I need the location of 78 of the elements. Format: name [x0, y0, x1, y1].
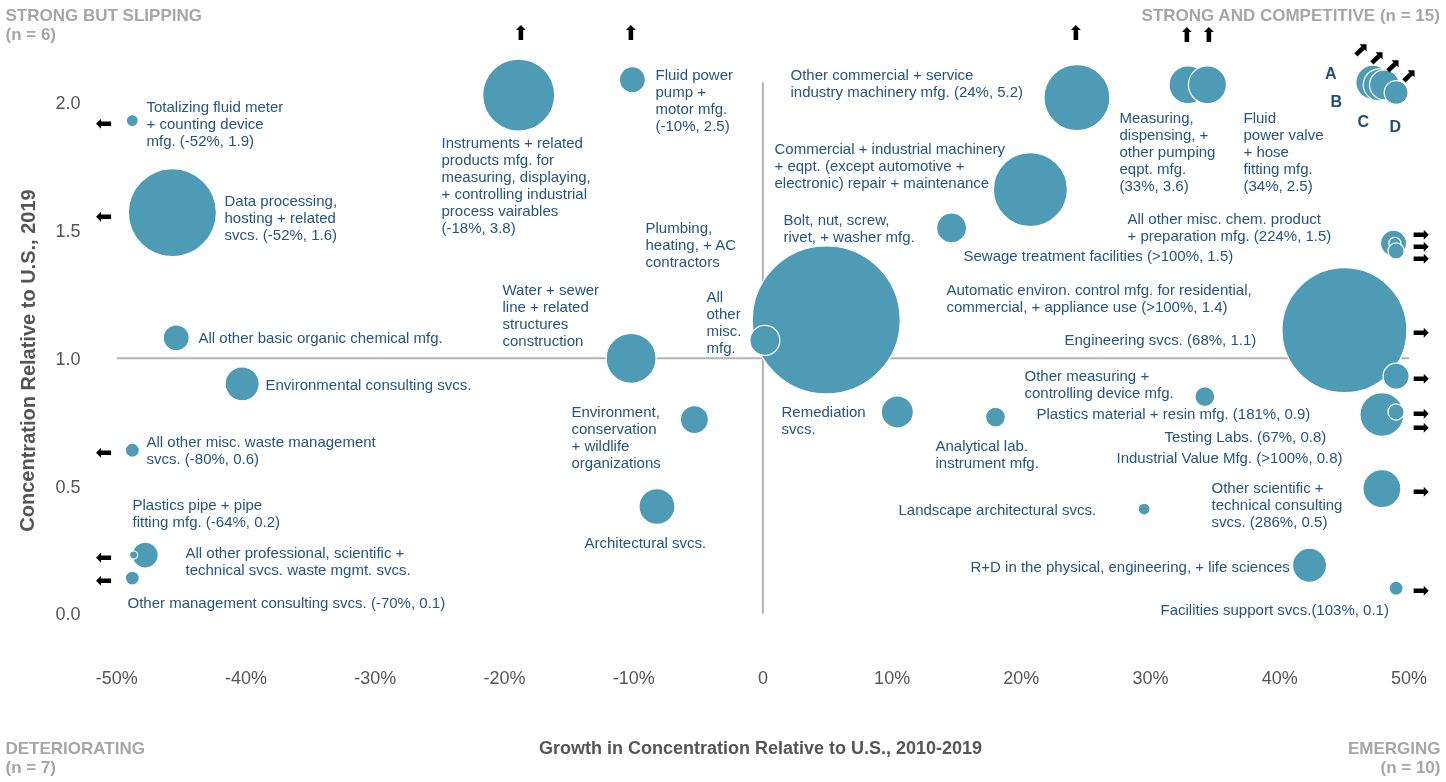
x-tick-label: 0	[757, 668, 768, 688]
annotation: Instruments + related products mfg. for measuring, displaying, + controlling industrial process vairables (-18%, 3.8)	[441, 133, 591, 236]
annotation: ➡	[1412, 365, 1430, 390]
annotation: STRONG BUT SLIPPING (n = 6)	[5, 5, 202, 44]
annotation: Data processing, hosting + related svcs. (-52%, 1.6)	[224, 191, 338, 243]
annotation: A	[1324, 64, 1337, 82]
annotation: EMERGING (n = 10)	[1347, 738, 1441, 777]
annotation: Other scientific + technical consulting svcs. (286%, 0.5)	[1211, 478, 1343, 530]
annotation: B	[1330, 92, 1343, 110]
annotation: All other misc. chem. product + preparation mfg. (224%, 1.5)	[1127, 209, 1332, 244]
annotation: ⬅	[95, 203, 113, 228]
annotation: STRONG AND COMPETITIVE (n = 15)	[1141, 5, 1440, 25]
x-tick-label: 30%	[1132, 667, 1169, 688]
annotation: Engineering svcs. (68%, 1.1)	[1064, 330, 1257, 348]
annotation: ⬈	[1352, 36, 1370, 61]
annotation: Plastics material + resin mfg. (181%, 0.9)	[1036, 404, 1311, 422]
annotation: ⬈	[1368, 44, 1386, 69]
annotation: Environment, conservation + wildlife organizations	[571, 402, 661, 471]
y-axis-title: Concentration Relative to U.S., 2019	[16, 189, 39, 532]
annotation: Totalizing fluid meter + counting device mfg. (-52%, 1.9)	[146, 97, 284, 149]
x-tick-label: -30%	[354, 667, 397, 688]
x-tick-label: 20%	[1003, 667, 1040, 688]
annotation: Measuring, dispensing, + other pumping eqpt. mfg. (33%, 3.6)	[1119, 108, 1216, 194]
y-tick-label: 0.5	[55, 476, 81, 497]
x-tick-label: 40%	[1261, 667, 1298, 688]
annotation: ➡	[1412, 478, 1430, 503]
annotation: Plastics pipe + pipe fitting mfg. (-64%, 0.2)	[132, 495, 281, 530]
annotation: Other commercial + service industry machinery mfg. (24%, 5.2)	[790, 65, 1024, 100]
annotation: C	[1357, 112, 1370, 130]
annotation: Testing Labs. (67%, 0.8)	[1164, 427, 1327, 445]
y-tick-label: 2.0	[55, 93, 81, 114]
annotation: Automatic environ. control mfg. for residential, commercial, + appliance use (>100%, 1.4)	[946, 280, 1252, 315]
y-tick-label: 1.5	[55, 221, 81, 241]
annotation: ⬆	[1200, 22, 1218, 47]
annotation: Analytical lab. instrument mfg.	[935, 436, 1039, 471]
x-tick-label: -20%	[483, 667, 526, 688]
annotation: Environmental consulting svcs.	[265, 375, 472, 393]
annotation: Remediation svcs.	[781, 402, 866, 437]
annotation: ⬆	[512, 20, 530, 45]
annotation: ⬅	[95, 110, 113, 135]
annotation: Industrial Value Mfg. (>100%, 0.8)	[1116, 448, 1343, 466]
annotation: Fluid power pump + motor mfg. (-10%, 2.5)	[655, 65, 734, 134]
annotation: ⬆	[1067, 20, 1085, 45]
x-tick-label: -40%	[225, 667, 268, 688]
annotation: ➡	[1412, 577, 1430, 602]
annotation: Plumbing, heating, + AC contractors	[645, 218, 737, 270]
annotation: All other misc. waste management svcs. (-80%, 0.6)	[146, 432, 377, 467]
annotation: D	[1389, 117, 1402, 135]
annotation: Commercial + industrial machinery + eqpt. (except automotive + electronic) repair + maintenance	[774, 139, 1006, 191]
annotation: Bolt, nut, screw, rivet, + washer mfg.	[783, 210, 915, 245]
annotation: ⬅	[95, 544, 113, 569]
annotation: ⬆	[1178, 22, 1196, 47]
y-tick-label: 0.0	[55, 604, 81, 625]
annotation: DETERIORATING (n = 7)	[5, 738, 145, 777]
annotation: Landscape architectural svcs.	[898, 500, 1097, 518]
annotation: All other professional, scientific + technical svcs. waste mgmt. svcs.	[185, 543, 411, 578]
annotation: ➡	[1412, 319, 1430, 344]
x-axis-title: Growth in Concentration Relative to U.S., 2010-2019	[538, 737, 983, 758]
annotation: ⬈	[1384, 52, 1402, 77]
annotation: Fluid power valve + hose fitting mfg. (34%, 2.5)	[1243, 108, 1324, 194]
annotation: ⬆	[622, 20, 640, 45]
annotation: Sewage treatment facilities (>100%, 1.5)	[963, 246, 1234, 264]
x-tick-label: -50%	[95, 667, 138, 688]
x-tick-label: 50%	[1391, 667, 1428, 688]
y-tick-label: 1.0	[55, 348, 81, 369]
annotation: Other measuring + controlling device mfg.	[1024, 366, 1174, 401]
annotation: ⬅	[95, 439, 113, 464]
annotation: R+D in the physical, engineering, + life sciences	[970, 557, 1290, 575]
annotation: ⬈	[1400, 62, 1418, 87]
annotation: All other misc. mfg.	[706, 287, 742, 356]
annotation: Other management consulting svcs. (-70%, 0.1)	[127, 593, 446, 611]
x-tick-label: -10%	[612, 667, 655, 688]
annotation: Water + sewer line + related structures construction	[502, 280, 600, 349]
annotation: Facilities support svcs.(103%, 0.1)	[1160, 600, 1389, 618]
x-tick-label: 10%	[874, 667, 911, 688]
annotation: Architectural svcs.	[584, 533, 707, 551]
annotation: ⬅	[95, 567, 113, 592]
annotation: All other basic organic chemical mfg.	[198, 328, 443, 346]
